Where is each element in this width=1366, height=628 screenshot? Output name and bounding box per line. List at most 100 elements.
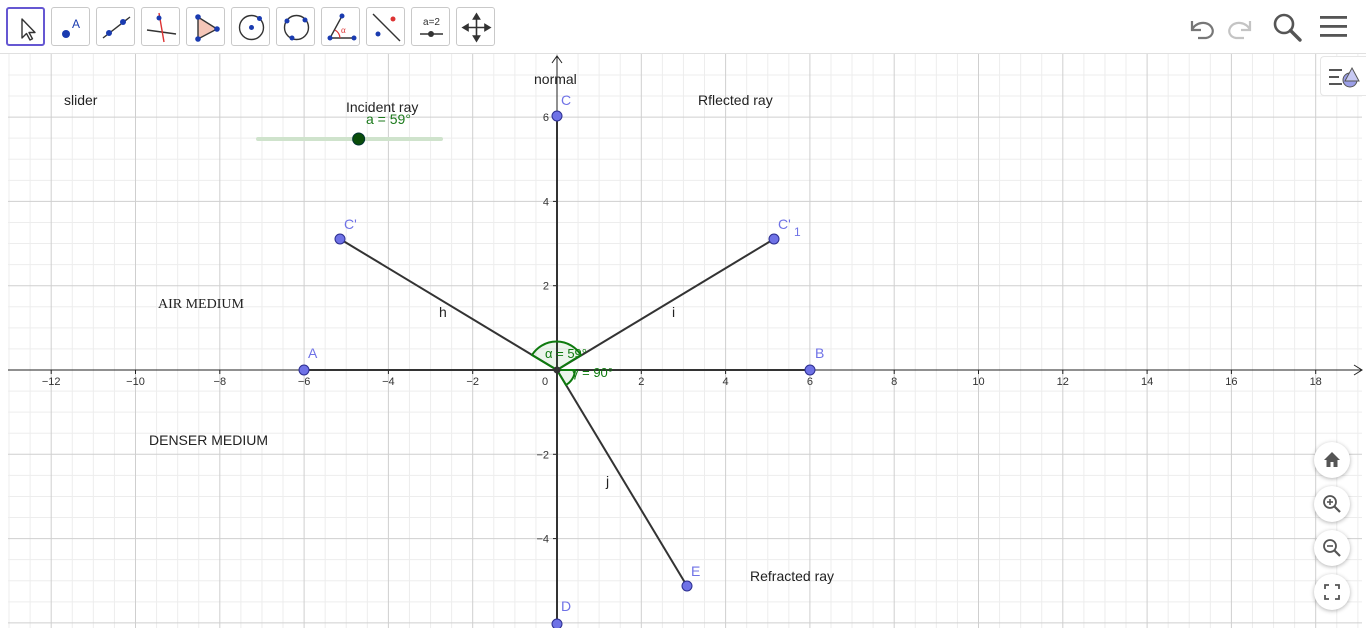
- slider-knob[interactable]: [352, 132, 366, 146]
- line-tool[interactable]: [96, 7, 135, 46]
- toolbar: A α a=2: [0, 0, 1366, 54]
- x-tick-label: −2: [466, 376, 479, 388]
- x-tick-labels: −12 −10 −8 −6 −4 −2 0 2 4 6 8 10 12 14 16 18: [42, 370, 1322, 388]
- x-tick-label: 2: [638, 376, 644, 388]
- point-tool[interactable]: A: [51, 7, 90, 46]
- y-axis-arrow: [551, 55, 563, 64]
- home-icon: [1324, 452, 1340, 467]
- zoom-in-icon: [1323, 495, 1341, 513]
- angle-alpha[interactable]: [530, 340, 583, 372]
- x-tick-label: −12: [42, 376, 61, 388]
- normal-label: normal: [534, 71, 577, 87]
- slider-tool[interactable]: a=2: [411, 7, 450, 46]
- angle-gamma[interactable]: [555, 369, 577, 387]
- menu-button[interactable]: [1316, 10, 1352, 46]
- search-button[interactable]: [1270, 10, 1306, 46]
- x-tick-label: −6: [298, 376, 311, 388]
- y-tick-label: 2: [543, 281, 549, 293]
- point-a-label: A: [308, 345, 318, 361]
- fullscreen-button[interactable]: [1314, 574, 1350, 610]
- y-tick-label: −4: [536, 534, 549, 546]
- point-a[interactable]: [298, 364, 310, 376]
- graphics-view[interactable]: −12 −10 −8 −6 −4 −2 0 2 4 6 8 10 12 14 16 18 6 4 2 −2 −4 sl…: [0, 54, 1366, 628]
- undo-button[interactable]: [1184, 10, 1220, 46]
- svg-text:α: α: [341, 25, 346, 35]
- cursor-arrow-icon: [21, 18, 36, 41]
- search-icon: [1273, 13, 1302, 42]
- point-b[interactable]: [804, 364, 816, 376]
- point-c-prime-label: C': [344, 216, 357, 232]
- point-b-label: B: [815, 345, 824, 361]
- x-tick-label: 4: [723, 376, 729, 388]
- grid-major: [8, 54, 1362, 628]
- point-d[interactable]: [551, 618, 563, 628]
- point-c-label: C: [561, 92, 571, 108]
- slider-icon: a=2: [420, 17, 443, 37]
- line-icon: [102, 16, 131, 39]
- perpendicular-icon: [146, 12, 177, 43]
- refracted-ray-label: Refracted ray: [750, 568, 834, 584]
- incident-ray-label: Incident ray: [346, 99, 418, 115]
- x-tick-label: 12: [1057, 376, 1069, 388]
- redo-button[interactable]: [1222, 10, 1258, 46]
- y-tick-label: −2: [536, 449, 549, 461]
- point-c-prime-1-label: C': [778, 216, 791, 232]
- circle-three-points-icon: [283, 14, 310, 41]
- x-tick-label: 8: [891, 376, 897, 388]
- segment-h[interactable]: [339, 238, 558, 371]
- point-d-label: D: [561, 598, 571, 614]
- slider-a[interactable]: a = 59°: [256, 111, 443, 146]
- segment-h-label: h: [439, 304, 447, 320]
- graphics-style-icon: [1329, 66, 1360, 88]
- move-tool[interactable]: [6, 7, 45, 46]
- zoom-out-icon: [1323, 539, 1341, 557]
- point-origin[interactable]: [553, 366, 561, 374]
- y-tick-label: 6: [543, 112, 549, 124]
- denser-medium-label: DENSER MEDIUM: [149, 432, 268, 448]
- reflected-ray-label: Rflected ray: [698, 92, 773, 108]
- point-c-prime-1-subscript: 1: [794, 225, 801, 239]
- point-e-label: E: [691, 563, 700, 579]
- undo-icon: [1190, 21, 1214, 40]
- menu-icon: [1320, 16, 1347, 37]
- x-axis-arrow: [1353, 364, 1363, 376]
- angle-tool[interactable]: α: [321, 7, 360, 46]
- perpendicular-line-tool[interactable]: [141, 7, 180, 46]
- zoom-in-button[interactable]: [1314, 486, 1350, 522]
- slider-value-label: a = 59°: [366, 111, 411, 127]
- slider-caption: slider: [64, 92, 98, 108]
- style-bar-toggle-button[interactable]: [1320, 56, 1366, 96]
- x-tick-label: 10: [972, 376, 984, 388]
- segment-j[interactable]: [556, 369, 688, 587]
- air-medium-label: AIR MEDIUM: [158, 297, 244, 312]
- angle-gamma-label: γ = 90°: [572, 365, 613, 380]
- move-graphics-view-tool[interactable]: [456, 7, 495, 46]
- point-c-prime-1[interactable]: [768, 233, 780, 245]
- circle-three-points-tool[interactable]: [276, 7, 315, 46]
- grid-minor: [8, 54, 1362, 628]
- x-tick-label: 6: [807, 376, 813, 388]
- point-e[interactable]: [681, 580, 693, 592]
- y-tick-labels: 6 4 2 −2 −4: [536, 112, 557, 546]
- home-button[interactable]: [1314, 442, 1350, 478]
- polygon-tool[interactable]: [186, 7, 225, 46]
- svg-text:A: A: [72, 17, 80, 31]
- y-tick-label: 4: [543, 196, 549, 208]
- x-tick-label: −8: [214, 376, 227, 388]
- reflect-tool[interactable]: [366, 7, 405, 46]
- redo-icon: [1228, 21, 1252, 40]
- angle-icon: α: [327, 13, 357, 41]
- zoom-out-button[interactable]: [1314, 530, 1350, 566]
- x-tick-label: 16: [1225, 376, 1237, 388]
- reflect-icon: [372, 13, 401, 42]
- point-icon: A: [62, 17, 80, 38]
- point-c[interactable]: [551, 110, 563, 122]
- x-tick-label: −10: [126, 376, 145, 388]
- segment-i[interactable]: [556, 238, 775, 371]
- circle-tool[interactable]: [231, 7, 270, 46]
- point-c-prime[interactable]: [334, 233, 346, 245]
- angle-alpha-label: α = 59°: [545, 346, 587, 361]
- polygon-icon: [195, 14, 220, 42]
- x-tick-label: 18: [1310, 376, 1322, 388]
- x-tick-label: −4: [382, 376, 395, 388]
